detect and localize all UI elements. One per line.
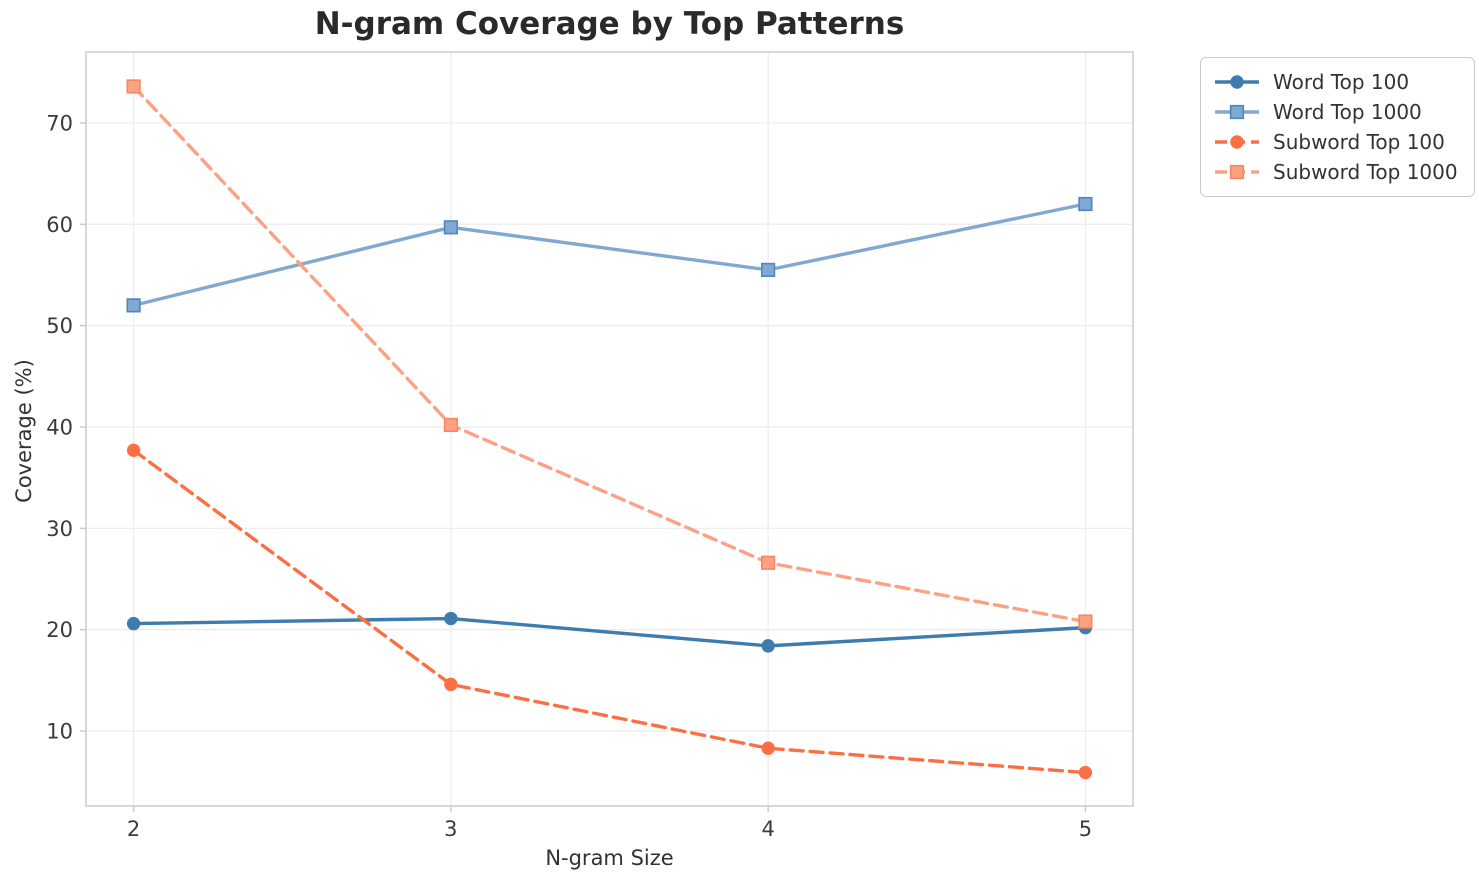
x-tick-label: 3: [444, 817, 457, 841]
series-line-word-top-1000: [131, 202, 1088, 308]
y-axis-label: Coverage (%): [12, 359, 36, 503]
axes-frame: [85, 51, 1134, 807]
legend-swatch-subword-top-1000: [1215, 164, 1259, 180]
marker-subword-top-1000-x5: [1078, 614, 1093, 629]
x-tick-label: 5: [1079, 817, 1092, 841]
y-tick-label: 60: [46, 213, 73, 237]
y-tick-label: 40: [46, 415, 73, 439]
series-line-subword-top-100: [131, 448, 1088, 775]
x-axis-label: N-gram Size: [545, 846, 674, 870]
series-line-subword-top-1000: [131, 84, 1088, 624]
marker-word-top-100-x2: [126, 616, 141, 631]
marker-subword-top-1000-x3: [443, 417, 458, 433]
x-tick-label: 2: [127, 817, 140, 841]
marker-subword-top-100-x5: [1078, 765, 1093, 780]
x-tick-label: 4: [761, 817, 774, 841]
legend-item-word-top-1000: Word Top 1000: [1213, 97, 1458, 127]
marker-subword-top-1000-x4: [761, 555, 776, 570]
y-tick-label: 10: [46, 720, 73, 744]
chart-title: N-gram Coverage by Top Patterns: [314, 6, 905, 42]
legend-item-subword-top-1000: Subword Top 1000: [1213, 157, 1458, 187]
marker-word-top-1000-x2: [126, 298, 141, 313]
legend-label: Subword Top 100: [1273, 130, 1445, 154]
y-tick-label: 20: [46, 618, 73, 642]
marker-subword-top-100-x2: [126, 443, 141, 457]
marker-word-top-100-x3: [444, 611, 458, 626]
legend-label: Subword Top 1000: [1273, 160, 1458, 184]
marker-subword-top-1000-x2: [126, 79, 141, 94]
y-tick-label: 70: [46, 111, 73, 135]
legend-swatch-word-top-100: [1215, 75, 1259, 89]
y-tick-label: 50: [46, 314, 73, 338]
legend: Word Top 100 Word Top 1000 Subword Top 100…: [1200, 57, 1475, 197]
marker-word-top-1000-x5: [1078, 196, 1093, 212]
marker-word-top-1000-x4: [761, 262, 776, 277]
legend-swatch-word-top-1000: [1215, 104, 1259, 120]
marker-subword-top-100-x3: [444, 677, 458, 692]
y-tick-label: 30: [46, 517, 73, 541]
legend-item-subword-top-100: Subword Top 100: [1213, 127, 1458, 157]
legend-label: Word Top 1000: [1273, 100, 1422, 124]
marker-word-top-1000-x3: [443, 220, 458, 235]
marker-subword-top-100-x4: [761, 741, 775, 755]
legend-swatch-subword-top-100: [1215, 135, 1259, 149]
legend-label: Word Top 100: [1273, 70, 1410, 94]
marker-word-top-100-x4: [761, 639, 775, 653]
legend-item-word-top-100: Word Top 100: [1213, 67, 1458, 97]
series-line-word-top-100: [131, 616, 1088, 648]
